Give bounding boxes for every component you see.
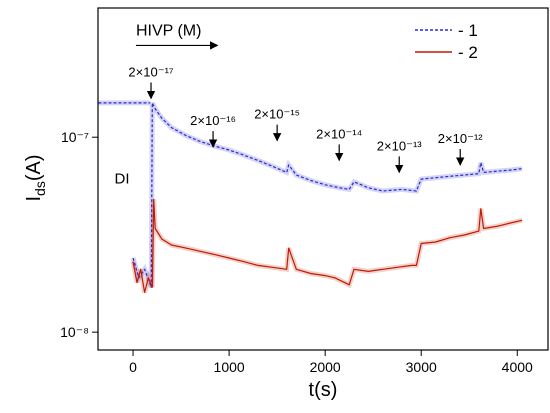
annotation: 2×10⁻¹⁵ xyxy=(254,107,300,122)
legend-label: - 1 xyxy=(458,21,478,40)
x-tick-label: 2000 xyxy=(310,359,341,375)
annotation: 2×10⁻¹⁷ xyxy=(128,64,173,79)
y-label-main: I xyxy=(23,196,45,202)
x-tick-label: 0 xyxy=(129,359,137,375)
plot-frame xyxy=(97,7,549,351)
y-tick-label: 10⁻⁸ xyxy=(60,324,89,340)
y-label-sub: ds xyxy=(32,181,48,196)
y-axis-label: Ids(A) xyxy=(23,154,48,201)
annotation: 2×10⁻¹² xyxy=(438,131,483,146)
y-tick-label: 10⁻⁷ xyxy=(61,129,89,145)
annotation: HIVP (M) xyxy=(136,22,201,39)
series-line xyxy=(132,198,523,293)
x-tick-label: 4000 xyxy=(502,359,533,375)
annotation: 2×10⁻¹⁶ xyxy=(190,113,236,128)
legend-label: - 2 xyxy=(458,43,478,62)
x-axis-label: t(s) xyxy=(309,379,338,401)
annotation: 2×10⁻¹⁴ xyxy=(316,126,362,141)
series-line xyxy=(98,102,523,288)
x-tick-label: 3000 xyxy=(406,359,437,375)
y-label-unit: (A) xyxy=(23,154,45,181)
series-halo xyxy=(130,199,523,294)
annotation: 2×10⁻¹³ xyxy=(377,138,422,153)
annotation: DI xyxy=(115,170,130,187)
x-tick-label: 1000 xyxy=(214,359,245,375)
